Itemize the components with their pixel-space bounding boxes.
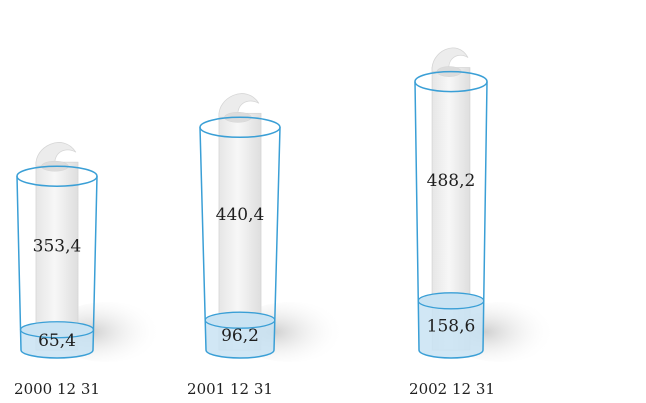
- glass-outline: [199, 127, 281, 359]
- glass-rim: [414, 70, 488, 93]
- labels-layer: 65,4 353,4 2000 12 31 96,2 440,4 2001 12 31 15…: [14, 171, 495, 398]
- x-tick-label: 2001 12 31: [187, 380, 273, 398]
- data-label-upper: 353,4: [33, 236, 82, 256]
- data-label-upper: 488,2: [427, 171, 476, 191]
- paper-curl: [218, 93, 260, 118]
- glass-rim: [16, 165, 98, 187]
- liquid-surface: [417, 292, 485, 310]
- paper-curl: [35, 142, 77, 167]
- x-tick-label: 2000 12 31: [14, 380, 100, 398]
- glass-bar: [199, 93, 345, 362]
- data-label-upper: 440,4: [216, 205, 265, 225]
- paper-roll: [218, 112, 262, 351]
- glass-bar: [16, 142, 162, 362]
- data-label-lower: 158,6: [427, 316, 476, 336]
- glass-outline: [16, 176, 98, 359]
- paper-roll: [35, 161, 79, 351]
- glass-outline: [414, 81, 488, 359]
- glasses-layer: [16, 47, 556, 362]
- x-tick-label: 2002 12 31: [409, 380, 495, 398]
- paper-curl: [431, 47, 469, 72]
- data-label-lower: 96,2: [221, 326, 259, 346]
- data-label-lower: 65,4: [38, 331, 76, 351]
- glass-rim: [199, 116, 281, 139]
- liquid-bar: [418, 300, 484, 358]
- glass-bar: [414, 47, 556, 362]
- liquid-bar: [205, 320, 275, 358]
